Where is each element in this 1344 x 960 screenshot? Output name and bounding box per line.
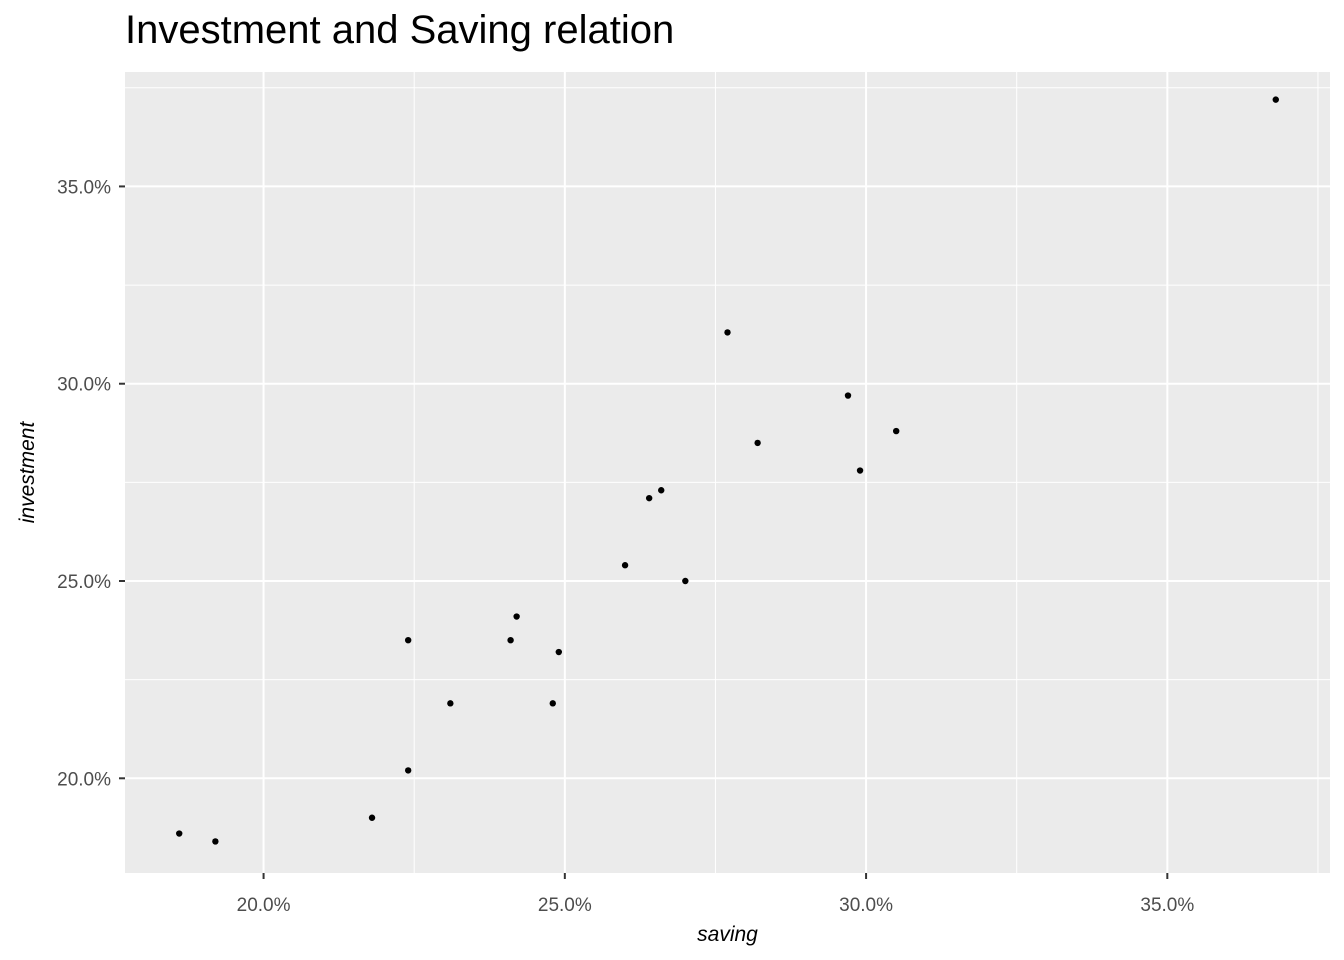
data-point <box>754 439 761 447</box>
data-point <box>513 613 520 620</box>
y-tick-label: 30.0% <box>57 375 111 396</box>
data-point <box>555 648 562 656</box>
minor-gridlines <box>125 72 1330 873</box>
x-tick-label: 25.0% <box>538 895 592 916</box>
data-point <box>212 838 219 845</box>
data-point <box>368 814 376 821</box>
data-point <box>176 830 183 837</box>
data-point <box>893 427 900 435</box>
data-point <box>404 767 412 774</box>
plot-panel <box>125 72 1330 873</box>
data-point <box>658 487 665 494</box>
data-point <box>447 700 454 707</box>
data-point <box>856 467 864 474</box>
tick-labels: 20.0% 25.0% 30.0% 35.0% 20.0% 25.0% 30.0% 35.0% <box>57 177 1194 916</box>
y-tick-label: 25.0% <box>57 572 111 593</box>
y-tick-label: 35.0% <box>57 177 111 198</box>
data-point <box>549 700 556 707</box>
data-point <box>645 494 653 502</box>
y-tick-label: 20.0% <box>57 769 111 790</box>
data-point <box>1272 96 1279 103</box>
y-axis-title: investment <box>16 421 39 524</box>
x-axis-title: saving <box>697 923 758 946</box>
x-tick-label: 30.0% <box>839 895 893 916</box>
data-points <box>176 96 1279 845</box>
data-point <box>682 577 689 585</box>
data-point <box>844 392 852 399</box>
x-tick-label: 20.0% <box>237 895 291 916</box>
data-point <box>404 636 412 644</box>
axis-ticks <box>119 185 1169 879</box>
x-tick-label: 35.0% <box>1140 895 1194 916</box>
data-point <box>621 562 629 569</box>
major-gridlines <box>125 72 1330 873</box>
data-point <box>507 636 514 644</box>
chart-title: Investment and Saving relation <box>125 8 675 52</box>
data-point <box>724 329 731 336</box>
